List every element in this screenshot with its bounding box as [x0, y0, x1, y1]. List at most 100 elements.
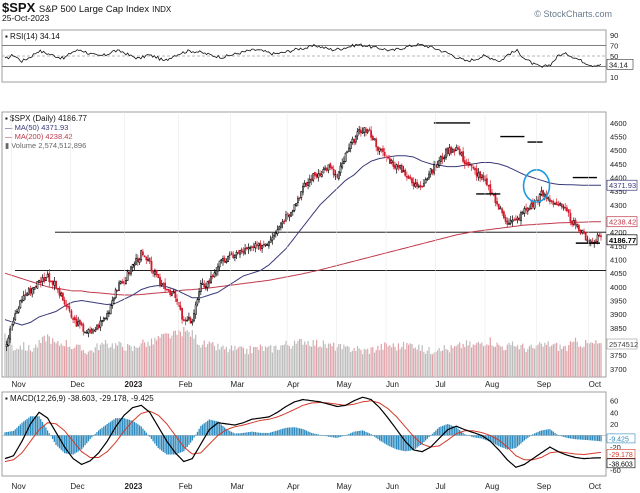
chart-date: 25-Oct-2023 — [2, 13, 50, 23]
macd-hist-bar — [33, 416, 35, 436]
volume-bar — [392, 343, 394, 377]
macd-x-tick-label: Jul — [435, 482, 445, 491]
volume-bar — [33, 348, 35, 377]
macd-hist-bar — [29, 416, 32, 436]
macd-hist-bar — [266, 432, 268, 436]
candle-body — [528, 207, 531, 211]
macd-hist-bar — [566, 435, 568, 438]
volume-bar — [201, 344, 204, 377]
candle-body — [22, 295, 25, 301]
candle-body — [485, 178, 488, 186]
volume-bar — [491, 345, 493, 377]
volume-bar — [471, 347, 473, 377]
volume-bar — [276, 349, 279, 377]
macd-hist-bar — [237, 433, 239, 436]
price-x-tick-label: 2023 — [125, 380, 143, 389]
volume-bar — [476, 343, 478, 377]
volume-bar — [355, 351, 357, 377]
candle-body — [160, 283, 163, 286]
candle-body — [516, 217, 519, 221]
candle-body — [201, 282, 204, 285]
candle-body — [562, 206, 565, 209]
macd-hist-bar — [292, 427, 294, 436]
macd-hist-bar — [35, 416, 37, 436]
volume-bar — [77, 344, 79, 377]
macd-hist-bar — [472, 435, 474, 438]
volume-bar — [40, 343, 42, 377]
macd-hist-bar — [81, 435, 83, 450]
volume-bar — [43, 335, 45, 377]
volume-bar — [258, 349, 260, 377]
candle-body — [169, 290, 172, 296]
macd-x-tick-label: Nov — [11, 482, 25, 491]
volume-bar — [443, 345, 445, 377]
candle-body — [525, 207, 528, 211]
candle-body — [351, 138, 354, 144]
macd-hist-bar — [24, 420, 27, 436]
volume-bar — [212, 342, 214, 377]
macd-hist-bar — [435, 430, 437, 436]
macd-hist-bar — [149, 435, 151, 437]
macd-hist-bar — [244, 432, 246, 436]
candle-body — [531, 202, 534, 208]
candle-body — [455, 147, 458, 152]
macd-hist-bar — [373, 435, 376, 437]
candle-body — [130, 266, 132, 275]
brand-link[interactable]: © StockCharts.com — [534, 9, 612, 19]
volume-bar — [162, 334, 164, 377]
macd-hist-bar — [304, 429, 306, 436]
volume-bar — [474, 345, 476, 377]
macd-hist-bar — [138, 425, 141, 436]
volume-bar — [413, 348, 415, 377]
macd-hist-bar — [188, 435, 190, 445]
candle-body — [154, 271, 156, 275]
macd-hist-bar — [309, 432, 311, 436]
volume-bar — [597, 343, 599, 377]
volume-bar — [539, 342, 541, 377]
volume-bar — [292, 345, 294, 377]
volume-bar — [224, 349, 226, 377]
volume-bar — [287, 345, 289, 377]
macd-hist-bar — [201, 424, 204, 436]
macd-x-tick-label: Apr — [287, 482, 300, 491]
candle-body — [220, 259, 223, 262]
price-legend-ma50: — MA(50) 4371.93 — [5, 123, 68, 132]
volume-bar — [237, 347, 239, 377]
macd-hist-bar — [392, 435, 394, 448]
volume-bar — [285, 340, 287, 377]
volume-bar — [367, 348, 369, 377]
volume-bar — [149, 345, 151, 377]
volume-bar — [462, 343, 464, 377]
candle-body — [317, 173, 320, 178]
candle-body — [409, 176, 412, 179]
candle-body — [302, 186, 304, 193]
volume-bar — [391, 347, 393, 377]
candle-body — [244, 248, 247, 254]
macd-hist-bar — [372, 435, 374, 436]
candle-body — [417, 185, 420, 188]
volume-bar — [278, 349, 280, 377]
volume-bar — [84, 353, 86, 377]
macd-hist-bar — [574, 435, 577, 440]
candle-body — [392, 161, 395, 167]
candle-body — [186, 319, 189, 322]
macd-hist-bar — [7, 431, 10, 436]
price-tick-label: 4600 — [610, 119, 627, 128]
volume-bar — [229, 349, 231, 377]
candle-body — [138, 259, 141, 263]
candle-body — [12, 320, 15, 325]
volume-bar — [385, 343, 387, 377]
macd-hist-bar — [334, 435, 336, 438]
volume-bar — [108, 348, 110, 377]
macd-hist-bar — [167, 435, 170, 455]
macd-hist-bar — [322, 435, 325, 436]
macd-hist-bar — [314, 433, 316, 436]
macd-hist-bar — [409, 435, 411, 451]
macd-hist-bar — [360, 430, 362, 436]
macd-hist-bar — [142, 428, 144, 436]
macd-hist-bar — [317, 434, 319, 436]
volume-bar — [329, 343, 331, 377]
macd-x-tick-label: Oct — [589, 482, 602, 491]
volume-bar — [307, 341, 309, 377]
